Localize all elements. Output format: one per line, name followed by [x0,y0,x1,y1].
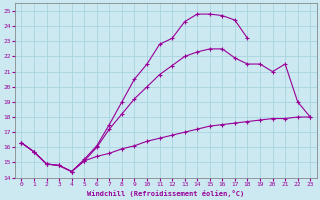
X-axis label: Windchill (Refroidissement éolien,°C): Windchill (Refroidissement éolien,°C) [87,190,244,197]
